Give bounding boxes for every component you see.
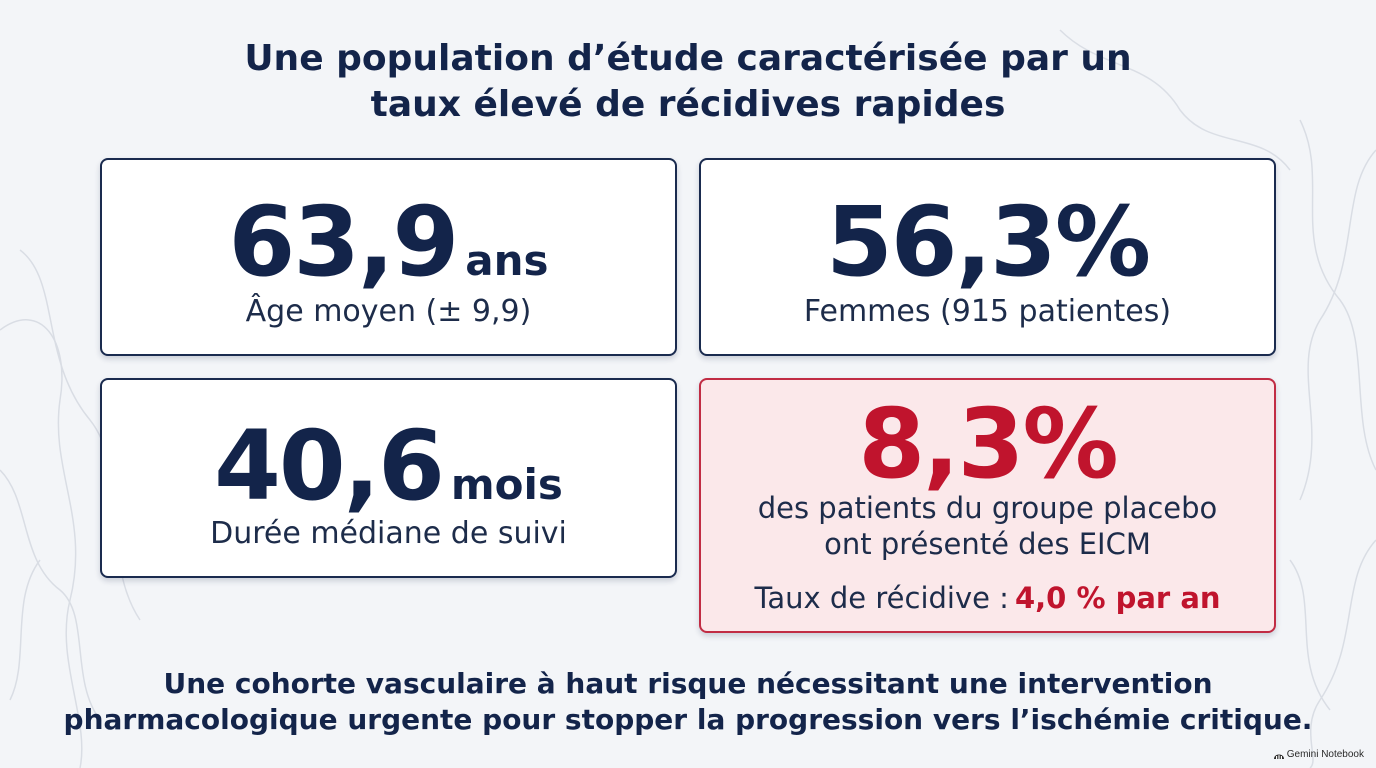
eicm-description-line-1: des patients du groupe placebo — [757, 491, 1218, 525]
watermark-text: Gemini Notebook — [1286, 749, 1364, 760]
eicm-description-line-2: ont présenté des EICM — [824, 527, 1151, 561]
stat-card-eicm: 8,3% des patients du groupe placebo ont … — [699, 378, 1276, 633]
age-label: Âge moyen (± 9,9) — [245, 294, 532, 329]
page-title-line-1: Une population d’étude caractérisée par … — [244, 38, 1132, 79]
follow-up-unit: mois — [450, 460, 563, 509]
conclusion-text: Une cohorte vasculaire à haut risque néc… — [0, 666, 1376, 738]
conclusion-line-1: Une cohorte vasculaire à haut risque néc… — [163, 667, 1213, 700]
conclusion-line-2: pharmacologique urgente pour stopper la … — [63, 703, 1313, 736]
stat-card-follow-up: 40,6 mois Durée médiane de suivi — [100, 378, 677, 578]
women-label: Femmes (915 patientes) — [803, 294, 1172, 329]
notebook-logo-icon — [1273, 754, 1284, 759]
page-title: Une population d’étude caractérisée par … — [0, 36, 1376, 128]
watermark: Gemini Notebook — [1273, 749, 1364, 760]
follow-up-label: Durée médiane de suivi — [210, 516, 567, 551]
stat-card-age: 63,9 ans Âge moyen (± 9,9) — [100, 158, 677, 356]
recurrence-rate: Taux de récidive :4,0 % par an — [701, 580, 1274, 616]
eicm-description: des patients du groupe placebo ont prése… — [701, 490, 1274, 562]
eicm-value-row: 8,3% — [701, 394, 1274, 494]
recurrence-rate-label: Taux de récidive : — [754, 581, 1009, 615]
recurrence-rate-value: 4,0 % par an — [1014, 581, 1221, 615]
stat-card-women: 56,3% Femmes (915 patientes) — [699, 158, 1276, 356]
follow-up-value-row: 40,6 mois — [102, 416, 675, 516]
age-value-row: 63,9 ans — [102, 192, 675, 292]
page-title-line-2: taux élevé de récidives rapides — [370, 84, 1006, 125]
follow-up-value: 40,6 — [214, 410, 445, 522]
age-value: 63,9 — [228, 186, 459, 298]
age-unit: ans — [465, 236, 549, 285]
women-value-row: 56,3% — [701, 192, 1274, 292]
eicm-value: 8,3% — [858, 388, 1118, 500]
women-value: 56,3% — [825, 186, 1151, 298]
